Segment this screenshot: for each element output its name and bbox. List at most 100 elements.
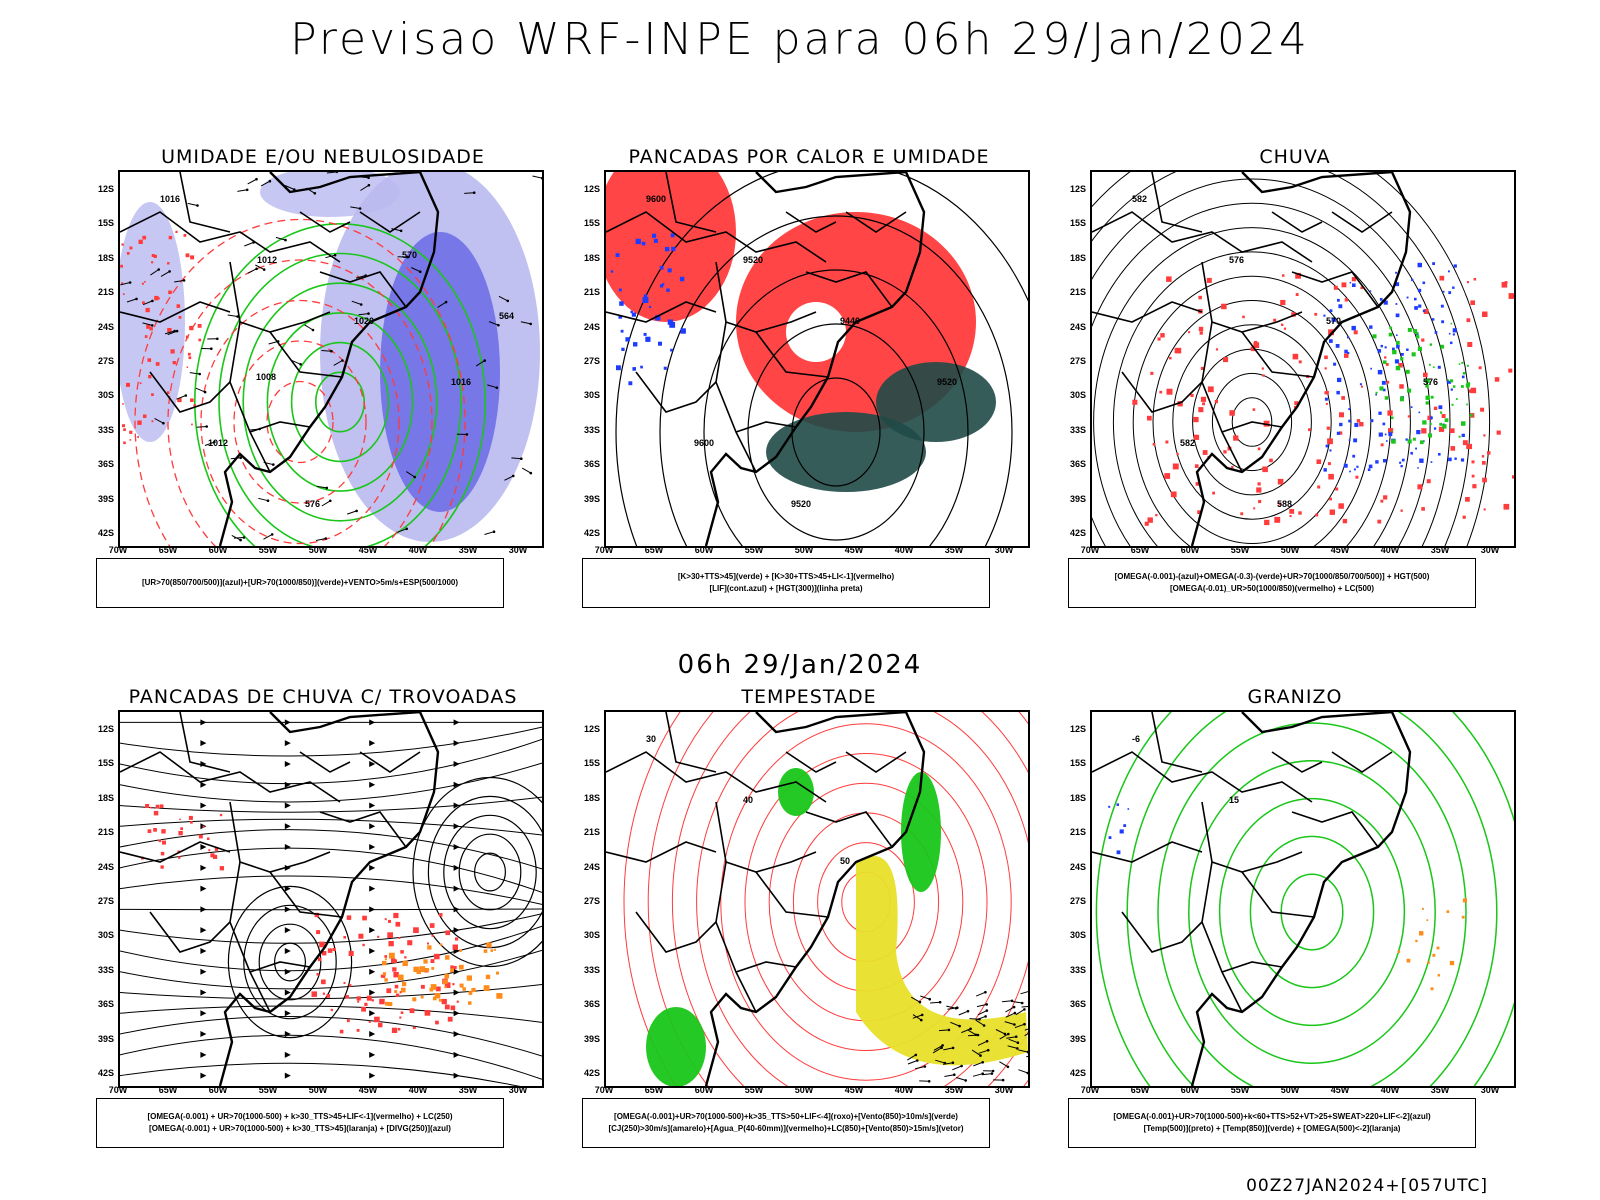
lat-tick-label: 42S bbox=[97, 1068, 114, 1078]
lon-tick-label: 45W bbox=[844, 545, 864, 555]
lat-tick-label: 36S bbox=[97, 459, 114, 470]
lat-tick-label: 15S bbox=[583, 218, 600, 229]
lon-tick-label: 65W bbox=[158, 545, 178, 555]
map-canvas: 582 576 570 576 582 588 bbox=[1092, 172, 1514, 546]
lat-tick-label: 15S bbox=[97, 758, 114, 769]
streamlines bbox=[120, 719, 542, 1086]
lat-tick-label: 36S bbox=[1069, 459, 1086, 470]
lon-tick-label: 45W bbox=[358, 1085, 378, 1095]
lon-tick-label: 30W bbox=[994, 545, 1014, 555]
lat-tick-label: 24S bbox=[583, 321, 600, 332]
lon-tick-label: 45W bbox=[844, 1085, 864, 1095]
lon-tick-label: 65W bbox=[644, 545, 664, 555]
lon-tick-label: 55W bbox=[744, 1085, 764, 1095]
lat-tick-label: 15S bbox=[583, 758, 600, 769]
coastline bbox=[704, 172, 926, 546]
legend-line: [OMEGA(-0.001)-(azul)+OMEGA(-0.3)-(verde… bbox=[1114, 572, 1430, 581]
lat-tick-label: 30S bbox=[97, 930, 114, 941]
panel-chuva: CHUVA 582 576 570 576 582 588 12S 15S 18S 21S 24S 27… bbox=[1050, 146, 1540, 626]
political-borders bbox=[1092, 712, 1393, 1013]
lon-tick-label: 35W bbox=[1430, 545, 1450, 555]
lon-tick-label: 50W bbox=[308, 545, 328, 555]
lat-tick-label: 24S bbox=[97, 321, 114, 332]
lon-tick-label: 40W bbox=[1380, 545, 1400, 555]
lat-tick-label: 27S bbox=[1069, 896, 1086, 906]
lat-tick-label: 12S bbox=[583, 724, 600, 734]
legend-line: [OMEGA(-0.001)+UR>70(1000-500)+k<60+TTS>… bbox=[1113, 1112, 1431, 1121]
map-frame: 9600 9520 9440 9520 9600 9520 bbox=[604, 170, 1030, 548]
contour-label: 564 bbox=[499, 311, 514, 321]
lat-tick-label: 33S bbox=[583, 964, 600, 975]
humidity-contours-green bbox=[194, 223, 486, 546]
lon-tick-label: 30W bbox=[508, 545, 528, 555]
lat-tick-label: 30S bbox=[97, 390, 114, 401]
lon-tick-label: 45W bbox=[1330, 1085, 1350, 1095]
lat-tick-label: 30S bbox=[1069, 390, 1086, 401]
contour-label: 576 bbox=[305, 499, 320, 509]
lon-tick-label: 50W bbox=[794, 1085, 814, 1095]
lat-tick-label: 39S bbox=[1069, 493, 1086, 504]
political-borders bbox=[1092, 172, 1393, 473]
lat-tick-label: 12S bbox=[1069, 184, 1086, 194]
lat-tick-label: 33S bbox=[97, 964, 114, 975]
legend-box: [OMEGA(-0.001)-(azul)+OMEGA(-0.3)-(verde… bbox=[1068, 558, 1476, 608]
lon-tick-label: 60W bbox=[1180, 1085, 1200, 1095]
map-frame: -6 15 bbox=[1090, 710, 1516, 1088]
panel-title: GRANIZO bbox=[1247, 686, 1343, 708]
jet-core-shading bbox=[856, 856, 1028, 1066]
lon-tick-label: 55W bbox=[1230, 545, 1250, 555]
lat-tick-label: 15S bbox=[97, 218, 114, 229]
political-borders bbox=[606, 712, 907, 1013]
lon-tick-label: 35W bbox=[1430, 1085, 1450, 1095]
contour-label: 1012 bbox=[257, 255, 277, 265]
legend-line: [OMEGA(-0.001) + UR>70(1000-500) + k>30_… bbox=[147, 1112, 453, 1121]
lon-tick-label: 50W bbox=[794, 545, 814, 555]
rain-speckles-blue bbox=[1323, 262, 1465, 473]
contour-label: 9440 bbox=[840, 316, 860, 326]
lon-tick-label: 50W bbox=[1280, 1085, 1300, 1095]
storm-speckles-orange bbox=[382, 942, 503, 1007]
contour-label: 570 bbox=[1326, 316, 1341, 326]
lon-tick-label: 65W bbox=[644, 1085, 664, 1095]
lon-tick-label: 60W bbox=[1180, 545, 1200, 555]
contour-label: 15 bbox=[1229, 795, 1239, 805]
political-borders bbox=[120, 172, 421, 473]
lon-tick-label: 55W bbox=[258, 545, 278, 555]
panel-umidade: UMIDADE E/OU NEBULOSIDADE 1016 1012 1020 101… bbox=[78, 146, 568, 626]
lat-tick-label: 42S bbox=[583, 528, 600, 538]
lon-tick-label: 30W bbox=[508, 1085, 528, 1095]
legend-line: [OMEGA(-0.001)+UR>70(1000-500)+k>35_TTS>… bbox=[614, 1112, 958, 1121]
lat-tick-label: 39S bbox=[97, 493, 114, 504]
lon-tick-label: 35W bbox=[944, 545, 964, 555]
lat-tick-label: 12S bbox=[97, 184, 114, 194]
contour-label: 9600 bbox=[646, 194, 666, 204]
instability-shading-teal-east bbox=[876, 362, 996, 442]
contour-label: 9520 bbox=[791, 499, 811, 509]
coastline bbox=[218, 712, 440, 1086]
lat-tick-label: 21S bbox=[97, 287, 114, 298]
lon-tick-label: 40W bbox=[408, 1085, 428, 1095]
lat-tick-label: 39S bbox=[97, 1033, 114, 1044]
contour-label: 1012 bbox=[208, 438, 228, 448]
lat-tick-label: 36S bbox=[97, 999, 114, 1010]
lat-tick-label: 42S bbox=[1069, 528, 1086, 538]
lon-tick-label: 60W bbox=[694, 545, 714, 555]
lat-tick-label: 24S bbox=[1069, 321, 1086, 332]
lon-tick-label: 40W bbox=[894, 1085, 914, 1095]
humidity-shading-north bbox=[260, 172, 400, 217]
legend-box: [OMEGA(-0.001)+UR>70(1000-500)+k>35_TTS>… bbox=[582, 1098, 990, 1148]
lon-tick-label: 65W bbox=[1130, 1085, 1150, 1095]
legend-line: [LIF](cont.azul) + [HGT(300)](linha pret… bbox=[709, 584, 863, 593]
lon-tick-label: 65W bbox=[158, 1085, 178, 1095]
panel-title: UMIDADE E/OU NEBULOSIDADE bbox=[161, 146, 485, 168]
panel-title: CHUVA bbox=[1259, 146, 1331, 168]
wind850-shading-east bbox=[901, 772, 941, 892]
lon-tick-label: 65W bbox=[1130, 545, 1150, 555]
legend-box: [OMEGA(-0.001)+UR>70(1000-500)+k<60+TTS>… bbox=[1068, 1098, 1476, 1148]
contour-label: 582 bbox=[1132, 194, 1147, 204]
lat-tick-label: 42S bbox=[583, 1068, 600, 1078]
storm-speckles-red bbox=[311, 912, 459, 1034]
contour-label: -6 bbox=[1132, 734, 1140, 744]
lon-tick-label: 70W bbox=[594, 545, 614, 555]
lat-tick-label: 18S bbox=[97, 252, 114, 263]
